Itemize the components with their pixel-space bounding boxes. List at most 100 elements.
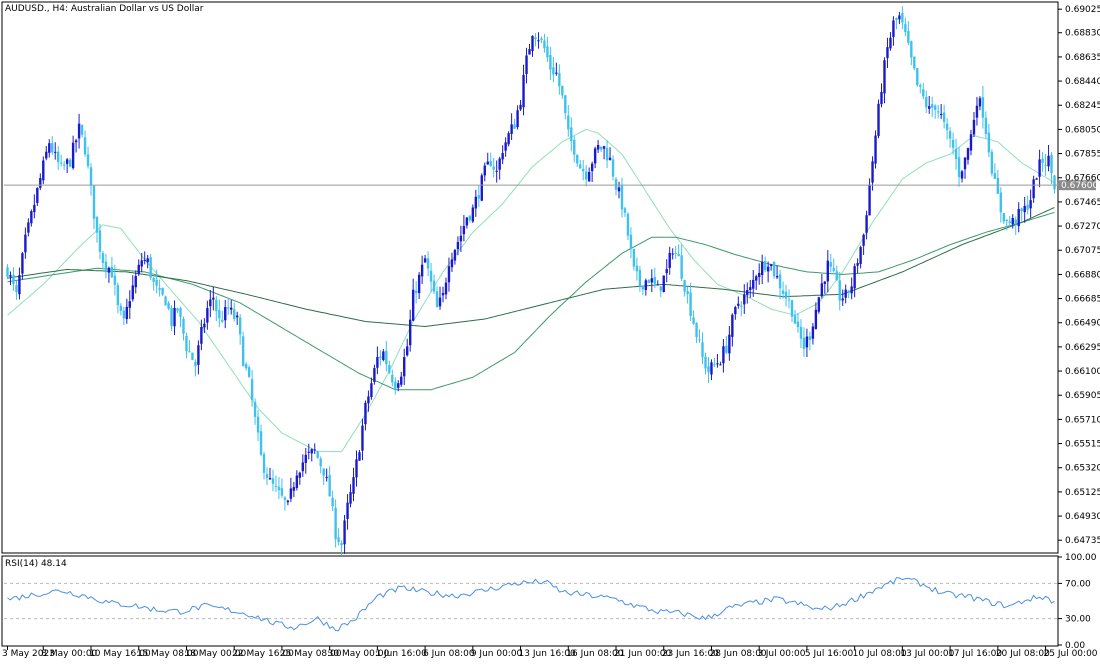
candle-body [999,192,1003,213]
candle-body [95,216,99,233]
candle-body [379,356,382,359]
candle-body [659,286,662,291]
candle-body [811,326,815,339]
candle-body [62,164,66,166]
candle-body [507,133,510,145]
price-tick-label: 0.65515 [1065,440,1100,450]
price-tick-label: 0.67855 [1065,150,1100,160]
candle-body [113,275,117,285]
candle-body [787,299,791,301]
candle-body [71,142,75,169]
candle-body [907,31,910,43]
time-tick-label: 22 May 16:00 [232,649,294,659]
candle-body [489,161,492,167]
candle-body [164,296,167,306]
candle-body [746,290,749,296]
candle-body [334,507,337,540]
candle-body [21,253,24,274]
candle-body [546,46,549,58]
candle-body [310,449,313,454]
candle-body [725,345,728,353]
candle-body [540,38,543,40]
candle-body [731,314,734,337]
price-tick-label: 0.67660 [1065,174,1100,184]
candle-body [364,402,367,425]
candle-body [417,274,421,294]
candle-body [250,379,254,401]
candle-body [429,270,433,282]
candle-body [301,462,305,472]
candle-body [981,97,985,118]
price-tick-label: 0.64735 [1065,536,1100,546]
candle-body [987,132,991,153]
candle-body [641,285,645,290]
time-tick-label: 16 Jun 08:00 [566,649,623,659]
candle-body [465,217,469,226]
candle-body [576,155,579,164]
candle-body [579,164,582,169]
candle-body [316,451,319,458]
candle-body [453,249,457,261]
candle-body [382,351,385,360]
candle-body [74,140,78,143]
candle-body [462,226,466,235]
candle-body [552,67,555,75]
rsi-panel-frame [1,555,1059,647]
rsi-line [7,576,1055,632]
candle-body [689,292,692,316]
candle-body [901,13,904,23]
candle-body [36,187,39,203]
candle-body [734,307,737,315]
candle-body [504,142,507,151]
candle-body [358,452,361,461]
candle-body [596,145,600,150]
candle-body [960,171,964,179]
candle-body [895,18,898,20]
candle-body [68,159,72,167]
candle-body [307,451,310,453]
candle-body [650,278,654,283]
candle-body [922,89,925,97]
candle-body [614,178,618,190]
candle-body [695,323,698,337]
time-tick-label: 25 Jul 00:00 [1044,649,1098,659]
candle-body [1005,220,1008,222]
candle-body [757,273,761,277]
time-tick-label: 23 Jun 16:00 [662,649,719,659]
candle-body [513,124,516,129]
candle-body [755,276,758,281]
price-tick-label: 0.68245 [1065,101,1100,111]
candle-body [477,195,480,199]
candle-body [492,166,495,170]
candle-body [247,367,251,377]
candle-body [426,258,430,269]
ma-mid-line [7,211,1055,391]
candle-body [948,131,952,139]
price-tick-label: 0.66100 [1065,367,1100,377]
candle-body [325,477,328,479]
candle-body [149,257,152,278]
candle-body [919,85,922,87]
candle-body [179,308,182,317]
candle-body [241,336,245,367]
candle-body [945,123,949,130]
candle-body [355,459,358,478]
candle-body [77,123,81,139]
candle-body [632,248,636,267]
candle-body [868,184,871,216]
candle-body [510,124,513,135]
candle-body [635,265,639,272]
time-tick-label: 28 Jun 08:00 [709,649,766,659]
candle-body [567,115,570,130]
candle-body [188,351,191,353]
chart-title: AUDUSD., H4: Australian Dollar vs US Dol… [5,4,204,14]
candle-body [474,196,478,209]
candle-body [459,235,463,242]
candle-body [200,327,203,344]
candle-body [519,104,522,110]
candle-body [438,297,442,307]
candle-body [808,336,812,340]
